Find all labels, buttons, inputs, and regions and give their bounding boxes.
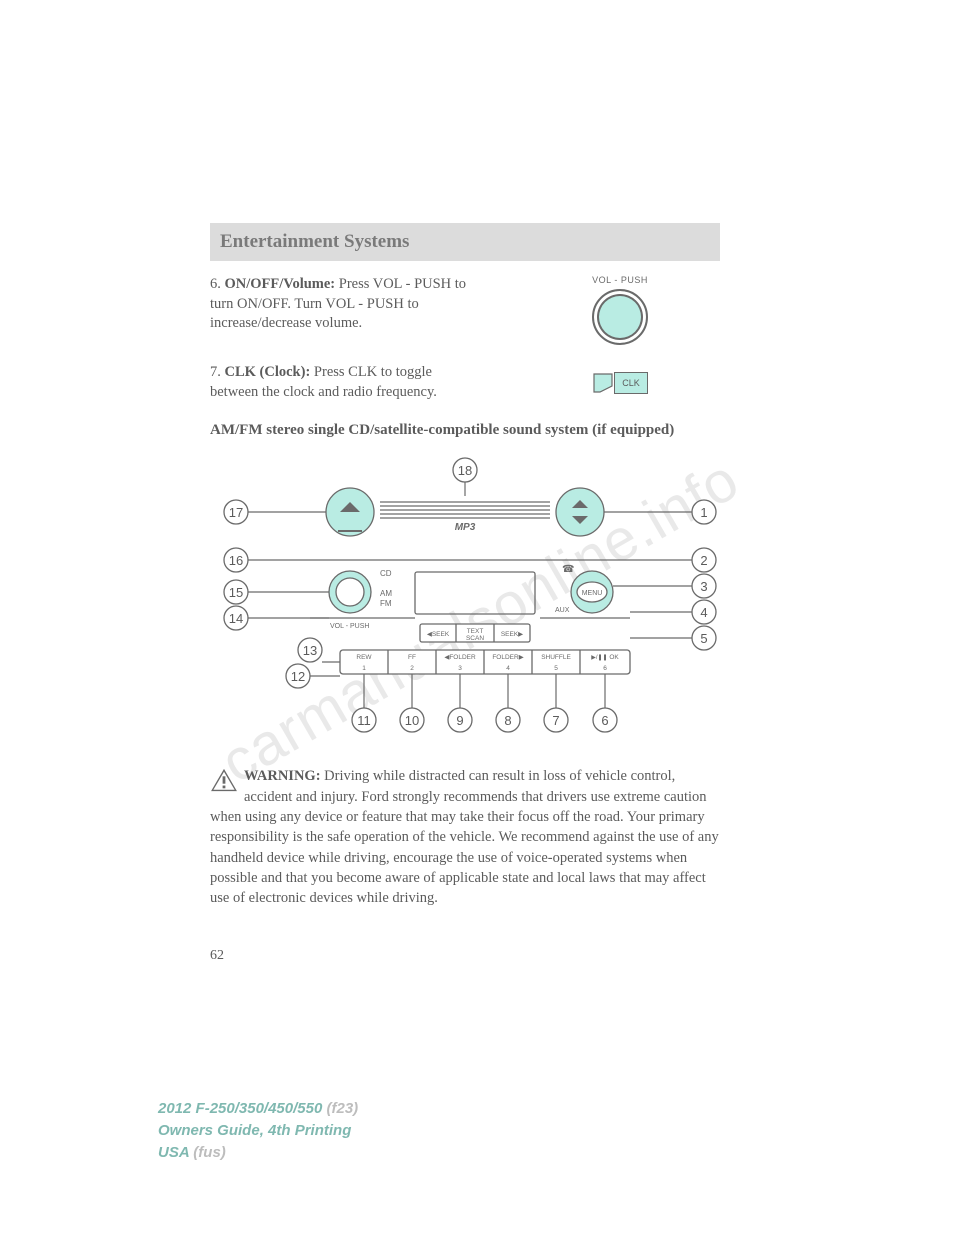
footer-guide: Owners Guide, 4th Printing	[158, 1122, 351, 1139]
item-7-figure: CLK	[520, 363, 720, 402]
footer-code2: (fus)	[189, 1144, 226, 1161]
footer-region: USA	[158, 1144, 189, 1161]
svg-text:REW: REW	[356, 654, 372, 661]
svg-text:◀FOLDER: ◀FOLDER	[444, 654, 476, 661]
item-7-row: 7. CLK (Clock): Press CLK to toggle betw…	[210, 363, 720, 402]
svg-text:8: 8	[504, 713, 511, 728]
svg-text:◀SEEK: ◀SEEK	[427, 631, 450, 638]
svg-text:7: 7	[552, 713, 559, 728]
svg-text:5: 5	[554, 665, 558, 672]
svg-text:6: 6	[603, 665, 607, 672]
svg-text:VOL - PUSH: VOL - PUSH	[330, 623, 369, 630]
clk-diagram: CLK	[592, 372, 648, 394]
svg-text:MENU: MENU	[582, 590, 603, 597]
svg-text:TEXT: TEXT	[467, 628, 484, 635]
section-header: Entertainment Systems	[210, 223, 720, 261]
svg-text:4: 4	[700, 605, 707, 620]
section-header-text: Entertainment Systems	[220, 231, 409, 252]
svg-text:AUX: AUX	[555, 607, 570, 614]
footer-block: 2012 F-250/350/450/550 (f23) Owners Guid…	[158, 1098, 358, 1163]
svg-text:FM: FM	[380, 599, 392, 608]
svg-text:5: 5	[700, 631, 707, 646]
svg-text:2: 2	[410, 665, 414, 672]
footer-code1: (f23)	[322, 1100, 358, 1117]
svg-text:1: 1	[362, 665, 366, 672]
svg-text:13: 13	[303, 643, 317, 658]
svg-text:17: 17	[229, 505, 243, 520]
svg-text:SEEK▶: SEEK▶	[501, 631, 524, 638]
svg-text:3: 3	[458, 665, 462, 672]
svg-text:AM: AM	[380, 589, 392, 598]
page-number: 62	[210, 948, 720, 964]
subsection-title: AM/FM stereo single CD/satellite-compati…	[210, 420, 720, 440]
svg-text:SCAN: SCAN	[466, 635, 484, 642]
clk-button-icon: CLK	[614, 372, 648, 394]
svg-text:FOLDER▶: FOLDER▶	[492, 654, 524, 661]
svg-text:☎: ☎	[562, 564, 574, 575]
svg-text:SHUFFLE: SHUFFLE	[541, 654, 571, 661]
warning-triangle-icon	[210, 768, 238, 792]
svg-text:11: 11	[357, 713, 371, 728]
svg-text:10: 10	[405, 713, 419, 728]
svg-text:16: 16	[229, 553, 243, 568]
svg-text:18: 18	[458, 463, 472, 478]
svg-text:12: 12	[291, 669, 305, 684]
svg-text:2: 2	[700, 553, 707, 568]
item-6-text: 6. ON/OFF/Volume: Press VOL - PUSH to tu…	[210, 275, 475, 345]
clk-tab-icon	[592, 372, 614, 394]
radio-faceplate-diagram: MP3 CD AM FM VOL - PUSH MENU AUX ☎	[210, 452, 720, 742]
warning-lead: WARNING:	[244, 768, 321, 784]
item-6-title: ON/OFF/Volume:	[225, 276, 336, 292]
page-content: Entertainment Systems 6. ON/OFF/Volume: …	[210, 223, 720, 964]
item-6-num: 6.	[210, 276, 225, 292]
vol-push-diagram: VOL - PUSH	[592, 275, 648, 345]
item-7-text: 7. CLK (Clock): Press CLK to toggle betw…	[210, 363, 475, 402]
svg-text:CD: CD	[380, 569, 392, 578]
svg-text:6: 6	[601, 713, 608, 728]
svg-text:1: 1	[700, 505, 707, 520]
vol-knob-icon	[592, 289, 648, 345]
vol-push-label: VOL - PUSH	[592, 275, 648, 285]
svg-text:▶/❚❚ OK: ▶/❚❚ OK	[591, 654, 619, 661]
svg-text:15: 15	[229, 585, 243, 600]
svg-text:3: 3	[700, 579, 707, 594]
item-7-title: CLK (Clock):	[225, 364, 311, 380]
warning-block: WARNING: Driving while distracted can re…	[210, 766, 720, 908]
svg-text:MP3: MP3	[455, 522, 476, 533]
svg-text:14: 14	[229, 611, 243, 626]
item-6-row: 6. ON/OFF/Volume: Press VOL - PUSH to tu…	[210, 275, 720, 345]
item-6-figure: VOL - PUSH	[520, 275, 720, 345]
footer-model: 2012 F-250/350/450/550	[158, 1100, 322, 1117]
svg-text:FF: FF	[408, 654, 416, 661]
item-7-num: 7.	[210, 364, 225, 380]
warning-body: Driving while distracted can result in l…	[210, 768, 719, 906]
svg-text:9: 9	[456, 713, 463, 728]
svg-text:4: 4	[506, 665, 510, 672]
